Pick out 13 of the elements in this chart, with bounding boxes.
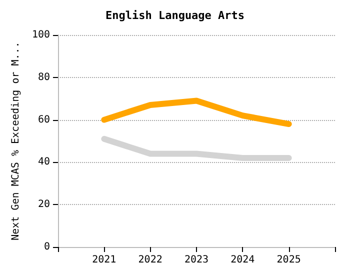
chart-title: English Language Arts [105,9,245,22]
y-axis-title: Next Gen MCAS % Exceeding or M... [10,42,22,240]
x-tick-label: 2021 [92,254,116,266]
y-tick-label: 100 [32,30,50,40]
y-tick-label: 80 [38,72,50,83]
y-tick-label: 0 [44,242,50,252]
x-tick-label: 2024 [230,254,255,266]
x-tick-label: 2022 [138,254,162,266]
y-tick-label: 60 [38,114,50,126]
y-tick-label: 40 [38,156,50,168]
x-tick-label: 2025 [276,254,301,266]
x-tick-label: 2023 [184,254,209,266]
y-tick-label: 20 [38,199,50,210]
